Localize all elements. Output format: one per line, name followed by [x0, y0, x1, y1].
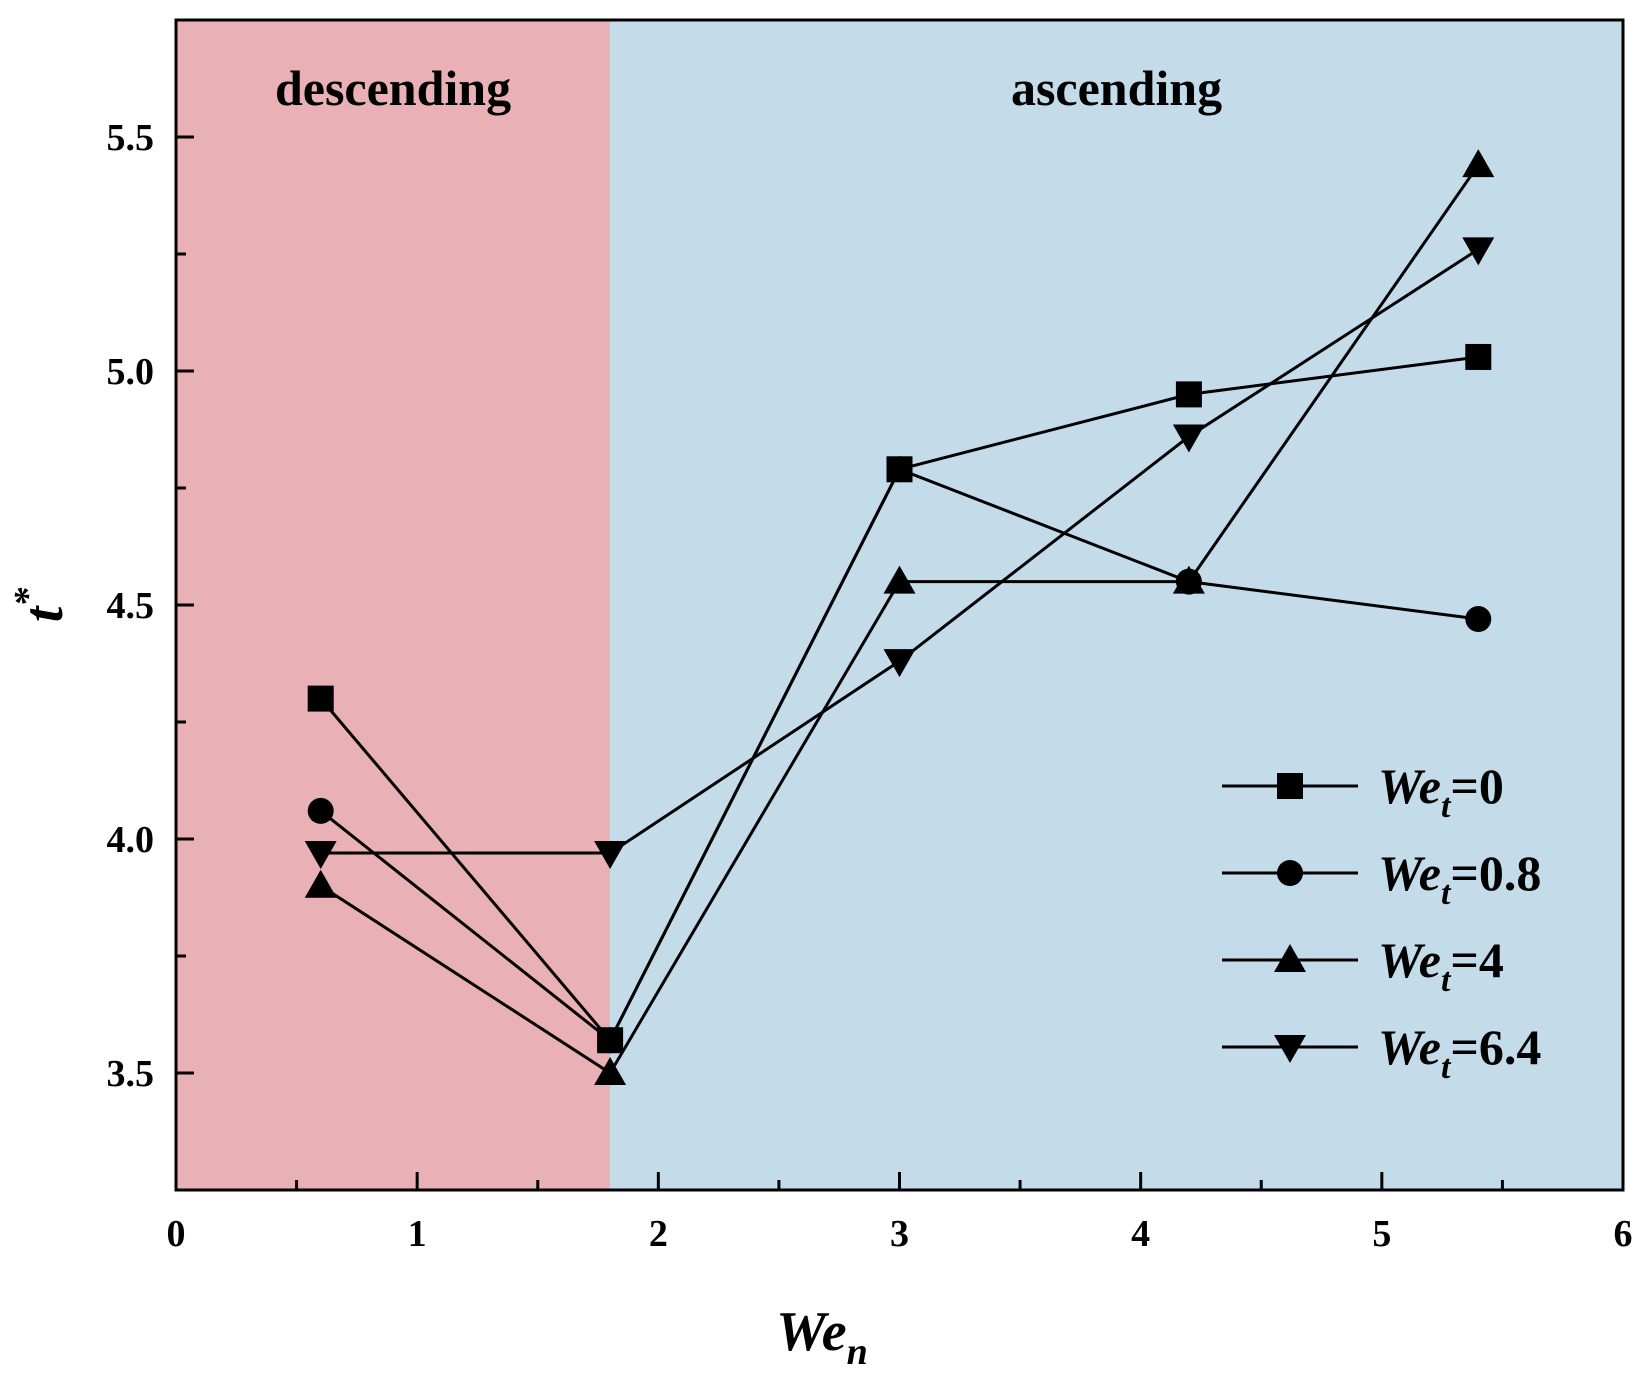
- region-label-descending: descending: [275, 60, 511, 116]
- series-We_t=6.4: [304, 237, 1495, 870]
- legend-item: Wet=4: [1222, 932, 1504, 999]
- x-tick-label: 4: [1131, 1213, 1150, 1255]
- y-tick-label: 5.0: [107, 351, 155, 393]
- x-tick-label: 3: [890, 1213, 909, 1255]
- plot-frame: [174, 18, 1625, 1192]
- data-point: [1172, 565, 1205, 594]
- y-tick-label: 3.5: [107, 1053, 155, 1095]
- data-point: [1462, 149, 1495, 178]
- data-point: [883, 649, 916, 678]
- data-point: [594, 1057, 627, 1085]
- legend-marker: [1274, 1035, 1306, 1063]
- data-point: [1462, 237, 1495, 266]
- legend-item: Wet=6.4: [1222, 1019, 1541, 1086]
- y-axis-title: t*: [7, 587, 75, 623]
- data-point: [886, 456, 913, 483]
- series-layer: [304, 149, 1495, 1085]
- legend-marker: [1277, 773, 1303, 799]
- background-regions: [176, 20, 1623, 1190]
- data-point: [1172, 424, 1205, 453]
- data-point: [307, 685, 334, 712]
- x-axis-title: Wen: [776, 1301, 868, 1373]
- legend-item: Wet=0: [1222, 758, 1504, 825]
- region-ascending: [610, 20, 1623, 1190]
- region-labels: descending ascending: [275, 60, 1222, 116]
- data-point: [304, 869, 337, 898]
- legend-label: Wet=4: [1378, 932, 1504, 999]
- data-point: [307, 797, 334, 824]
- axis-ticks: [174, 135, 1625, 1190]
- legend-label: Wet=6.4: [1378, 1019, 1541, 1086]
- legend-label: Wet=0: [1378, 758, 1504, 825]
- tick-labels: 0 1 2 3 4 5 6 3.5 4.0 4.5 5.0 5.5: [107, 117, 1633, 1255]
- data-point: [1465, 606, 1492, 633]
- legend-label: Wet=0.8: [1378, 845, 1541, 912]
- legend-marker: [1274, 944, 1306, 972]
- region-label-ascending: ascending: [1011, 60, 1222, 116]
- data-point: [883, 565, 916, 594]
- legend-marker: [1277, 860, 1303, 886]
- data-point: [1175, 381, 1202, 408]
- x-tick-label: 5: [1372, 1213, 1391, 1255]
- series-We_t=4: [304, 149, 1495, 1085]
- y-tick-label: 5.5: [107, 117, 155, 159]
- data-point: [597, 1027, 624, 1054]
- data-point: [594, 841, 627, 870]
- legend-item: Wet=0.8: [1222, 845, 1541, 912]
- data-point: [304, 841, 337, 870]
- x-tick-label: 6: [1614, 1213, 1633, 1255]
- data-point: [1465, 343, 1492, 370]
- x-tick-label: 2: [649, 1213, 668, 1255]
- region-descending: [176, 20, 611, 1190]
- y-tick-label: 4.5: [107, 585, 155, 627]
- x-tick-label: 0: [167, 1213, 186, 1255]
- legend: Wet=0 Wet=0.8 Wet=4 Wet=6.4: [1222, 758, 1541, 1086]
- y-tick-label: 4.0: [107, 819, 155, 861]
- x-tick-label: 1: [408, 1213, 427, 1255]
